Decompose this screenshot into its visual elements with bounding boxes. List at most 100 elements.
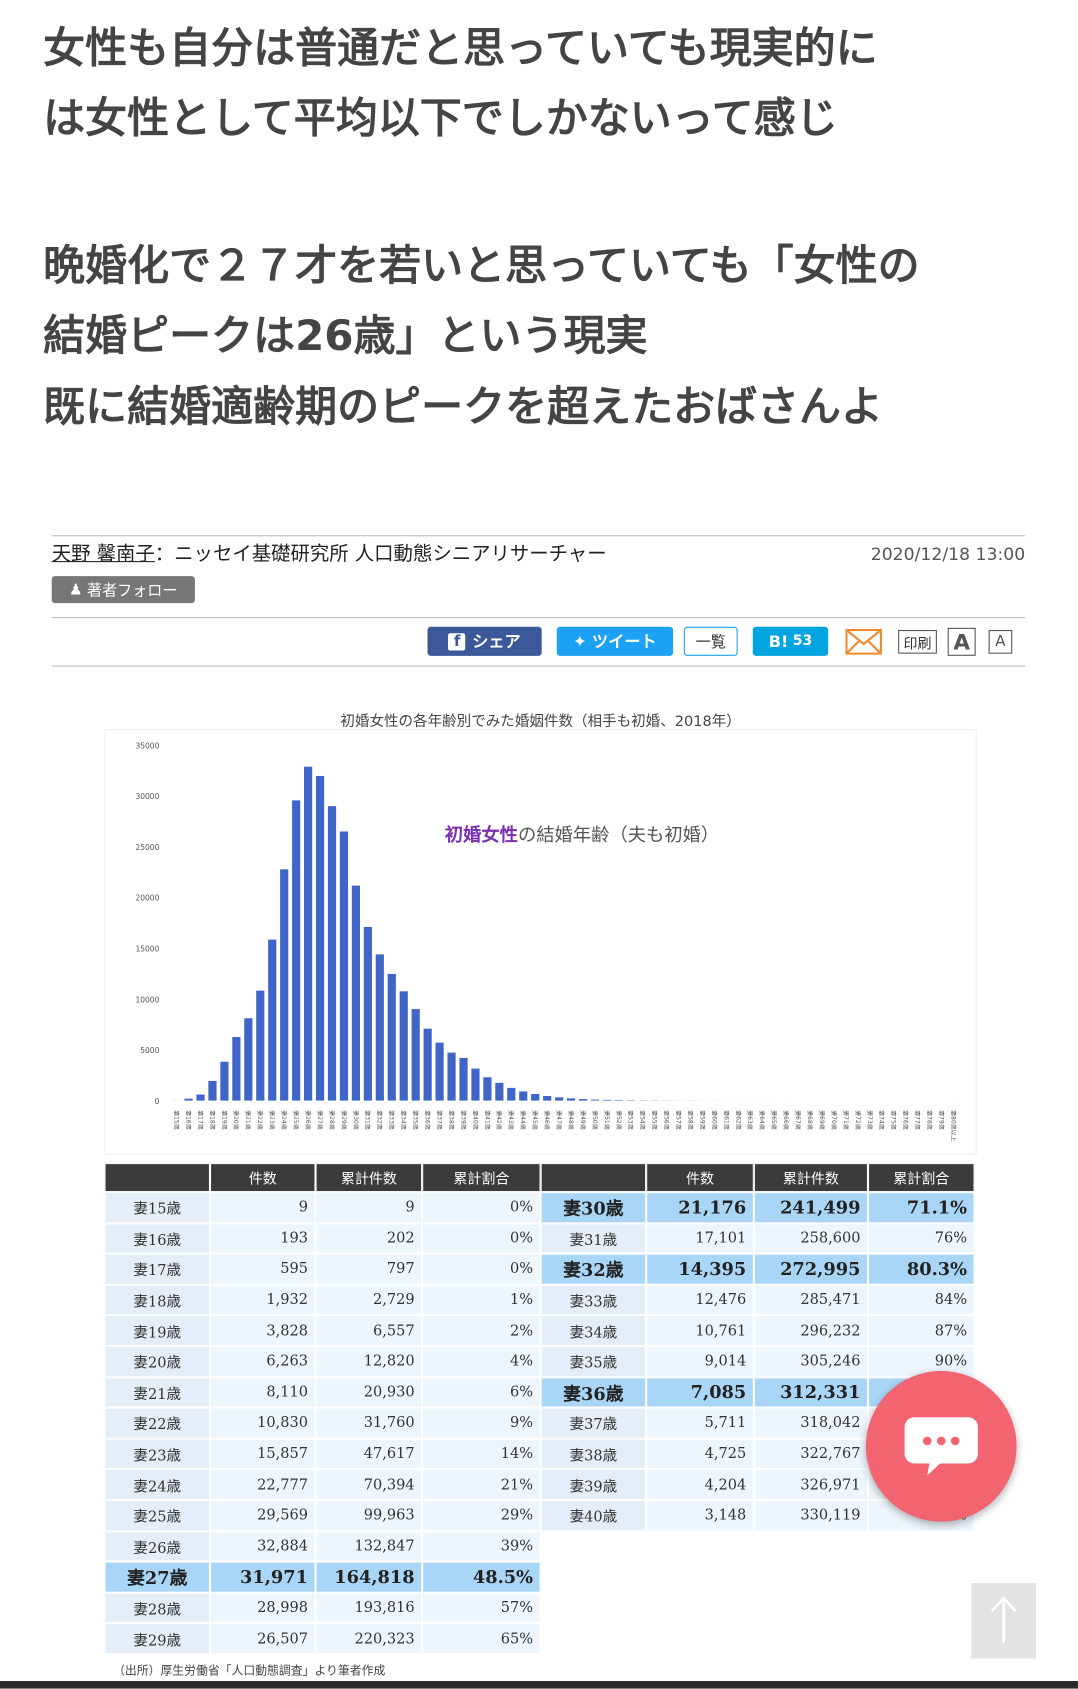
- row-label: 妻25歳: [104, 1500, 210, 1531]
- divider: [52, 617, 1026, 618]
- table-cell: 48.5%: [422, 1562, 540, 1593]
- y-tick-label: 10000: [135, 995, 159, 1004]
- bar: [352, 886, 360, 1101]
- x-tick-label: 妻28歳: [328, 1110, 336, 1129]
- table-cell: 202: [316, 1223, 423, 1254]
- table-cell: 1%: [422, 1285, 540, 1316]
- x-tick-label: 妻52歳: [615, 1110, 623, 1129]
- table-cell: 6,263: [210, 1346, 316, 1377]
- chart: 初婚女性の結婚年齢（夫も初婚） 050001000015000200002500…: [104, 729, 976, 1154]
- header-cell: [541, 1163, 647, 1192]
- mail-button[interactable]: [845, 629, 882, 655]
- row-label: 妻23歳: [104, 1439, 210, 1470]
- post-line: 女性も自分は普通だと思っていても現実的に: [43, 15, 878, 75]
- table-cell: 330,119: [754, 1500, 868, 1531]
- x-tick-label: 妻16歳: [184, 1110, 192, 1129]
- twitter-button[interactable]: ✦ツイート: [557, 627, 673, 656]
- x-tick-label: 妻23歳: [268, 1110, 276, 1129]
- hatena-button[interactable]: B!53: [753, 627, 828, 656]
- table-cell: 2,729: [316, 1285, 423, 1316]
- table-cell: 71.1%: [868, 1192, 975, 1223]
- follow-button[interactable]: ♟著者フォロー: [52, 576, 195, 603]
- bar: [412, 1009, 420, 1101]
- y-tick-label: 30000: [135, 792, 159, 801]
- x-tick-label: 妻57歳: [675, 1110, 683, 1129]
- font-large-label: A: [953, 629, 970, 655]
- x-tick-label: 妻77歳: [914, 1110, 922, 1129]
- table-cell: 305,246: [754, 1346, 868, 1377]
- divider: [52, 535, 1026, 536]
- bar: [280, 869, 288, 1100]
- row-label: 妻34歳: [541, 1315, 647, 1346]
- x-tick-label: 妻27歳: [316, 1110, 324, 1129]
- table-cell: 76%: [868, 1223, 975, 1254]
- x-tick-label: 妻31歳: [364, 1110, 372, 1129]
- bar: [567, 1098, 575, 1100]
- y-tick-label: 35000: [135, 741, 159, 750]
- x-tick-label: 妻56歳: [663, 1110, 671, 1129]
- table-cell: 4,725: [646, 1439, 754, 1470]
- x-tick-label: 妻45歳: [531, 1110, 539, 1129]
- y-tick-label: 0: [155, 1097, 160, 1106]
- x-tick-label: 妻59歳: [698, 1110, 706, 1129]
- bar: [459, 1058, 467, 1101]
- table-cell: 258,600: [754, 1223, 868, 1254]
- font-small-button[interactable]: A: [989, 630, 1013, 654]
- table-cell: 12,476: [646, 1285, 754, 1316]
- row-label: 妻32歳: [541, 1254, 647, 1285]
- row-label: 妻24歳: [104, 1469, 210, 1500]
- scroll-top-button[interactable]: [971, 1583, 1036, 1658]
- author-link[interactable]: 天野 馨南子: [52, 543, 155, 566]
- chat-icon: [904, 1415, 979, 1477]
- x-tick-label: 妻15歳: [172, 1110, 180, 1129]
- print-button[interactable]: 印刷: [898, 630, 937, 654]
- annotation: 初婚女性の結婚年齢（夫も初婚）: [445, 824, 719, 846]
- table-cell: 10,830: [210, 1408, 316, 1439]
- bar: [184, 1099, 192, 1101]
- bar: [400, 991, 408, 1100]
- font-large-button[interactable]: A: [948, 628, 976, 656]
- table-cell: 9,014: [646, 1346, 754, 1377]
- bar: [304, 767, 312, 1101]
- arrow-up-icon: [988, 1596, 1020, 1646]
- table-cell: 0%: [422, 1223, 540, 1254]
- x-tick-label: 妻49歳: [579, 1110, 587, 1129]
- table-cell: 0%: [422, 1254, 540, 1285]
- table-cell: 65%: [422, 1623, 540, 1654]
- row-label: 妻21歳: [104, 1377, 210, 1408]
- row-label: 妻31歳: [541, 1223, 647, 1254]
- annotation-highlight: 初婚女性: [445, 824, 518, 846]
- header-cell: 累計件数: [316, 1163, 423, 1192]
- table-cell: 318,042: [754, 1408, 868, 1439]
- table-cell: 595: [210, 1254, 316, 1285]
- chat-button[interactable]: [866, 1371, 1017, 1522]
- row-label: 妻20歳: [104, 1346, 210, 1377]
- x-tick-label: 妻17歳: [196, 1110, 204, 1129]
- table-cell: 7,085: [646, 1377, 754, 1408]
- x-tick-label: 妻60歳: [710, 1110, 718, 1129]
- bar: [555, 1097, 563, 1100]
- table-cell: 17,101: [646, 1223, 754, 1254]
- row-label: 妻17歳: [104, 1254, 210, 1285]
- table-cell: 29,569: [210, 1500, 316, 1531]
- x-tick-label: 妻43歳: [507, 1110, 515, 1129]
- table-cell: 9: [210, 1192, 316, 1223]
- row-label: 妻19歳: [104, 1315, 210, 1346]
- x-tick-label: 妻30歳: [352, 1110, 360, 1129]
- table-cell: 312,331: [754, 1377, 868, 1408]
- bar: [196, 1095, 204, 1101]
- bar: [579, 1099, 587, 1101]
- table-cell: 0%: [422, 1192, 540, 1223]
- list-button[interactable]: 一覧: [684, 627, 738, 656]
- header-cell: [104, 1163, 210, 1192]
- table-cell: 87%: [868, 1315, 975, 1346]
- table-cell: 26,507: [210, 1623, 316, 1654]
- x-tick-label: 妻54歳: [639, 1110, 647, 1129]
- table-cell: 84%: [868, 1285, 975, 1316]
- bar: [328, 806, 336, 1100]
- table-cell: 164,818: [316, 1562, 423, 1593]
- x-tick-label: 妻38歳: [447, 1110, 455, 1129]
- row-label: 妻16歳: [104, 1223, 210, 1254]
